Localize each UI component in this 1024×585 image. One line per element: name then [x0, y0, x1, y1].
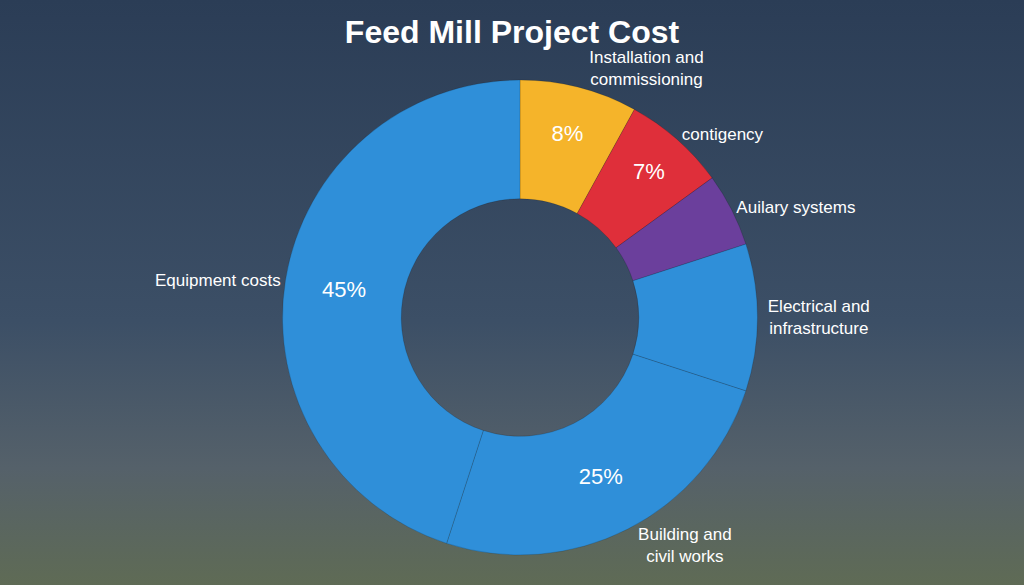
svg-text:contigency: contigency [682, 125, 764, 144]
svg-text:Equipment costs: Equipment costs [155, 271, 281, 290]
svg-text:Building andcivil works: Building andcivil works [638, 525, 732, 566]
svg-text:Electrical andinfrastructure: Electrical andinfrastructure [768, 297, 870, 338]
svg-text:Auilary systems: Auilary systems [736, 198, 855, 217]
svg-text:25%: 25% [579, 464, 623, 489]
svg-text:8%: 8% [551, 121, 583, 146]
svg-text:Feed Mill Project Cost: Feed Mill Project Cost [345, 14, 680, 50]
svg-text:7%: 7% [633, 159, 665, 184]
svg-text:45%: 45% [322, 277, 366, 302]
svg-text:Installation andcommissioning: Installation andcommissioning [589, 48, 703, 89]
